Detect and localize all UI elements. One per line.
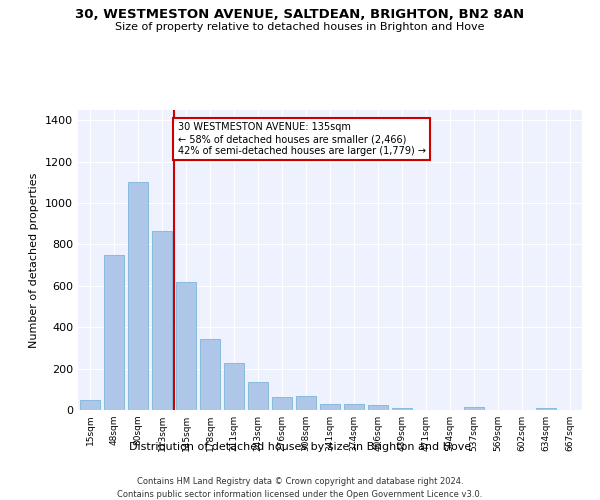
Bar bbox=[224, 364, 244, 410]
Bar bbox=[344, 404, 364, 410]
Bar bbox=[128, 182, 148, 410]
Bar bbox=[320, 404, 340, 410]
Y-axis label: Number of detached properties: Number of detached properties bbox=[29, 172, 40, 348]
Bar bbox=[464, 407, 484, 410]
Bar bbox=[296, 396, 316, 410]
Text: 30, WESTMESTON AVENUE, SALTDEAN, BRIGHTON, BN2 8AN: 30, WESTMESTON AVENUE, SALTDEAN, BRIGHTO… bbox=[76, 8, 524, 20]
Text: Size of property relative to detached houses in Brighton and Hove: Size of property relative to detached ho… bbox=[115, 22, 485, 32]
Bar bbox=[272, 397, 292, 410]
Bar bbox=[176, 282, 196, 410]
Bar bbox=[248, 382, 268, 410]
Bar bbox=[200, 338, 220, 410]
Text: 30 WESTMESTON AVENUE: 135sqm
← 58% of detached houses are smaller (2,466)
42% of: 30 WESTMESTON AVENUE: 135sqm ← 58% of de… bbox=[178, 122, 425, 156]
Bar bbox=[152, 231, 172, 410]
Bar bbox=[368, 406, 388, 410]
Bar bbox=[536, 408, 556, 410]
Bar bbox=[392, 408, 412, 410]
Text: Contains HM Land Registry data © Crown copyright and database right 2024.: Contains HM Land Registry data © Crown c… bbox=[137, 478, 463, 486]
Text: Distribution of detached houses by size in Brighton and Hove: Distribution of detached houses by size … bbox=[129, 442, 471, 452]
Bar bbox=[104, 255, 124, 410]
Bar bbox=[80, 400, 100, 410]
Text: Contains public sector information licensed under the Open Government Licence v3: Contains public sector information licen… bbox=[118, 490, 482, 499]
